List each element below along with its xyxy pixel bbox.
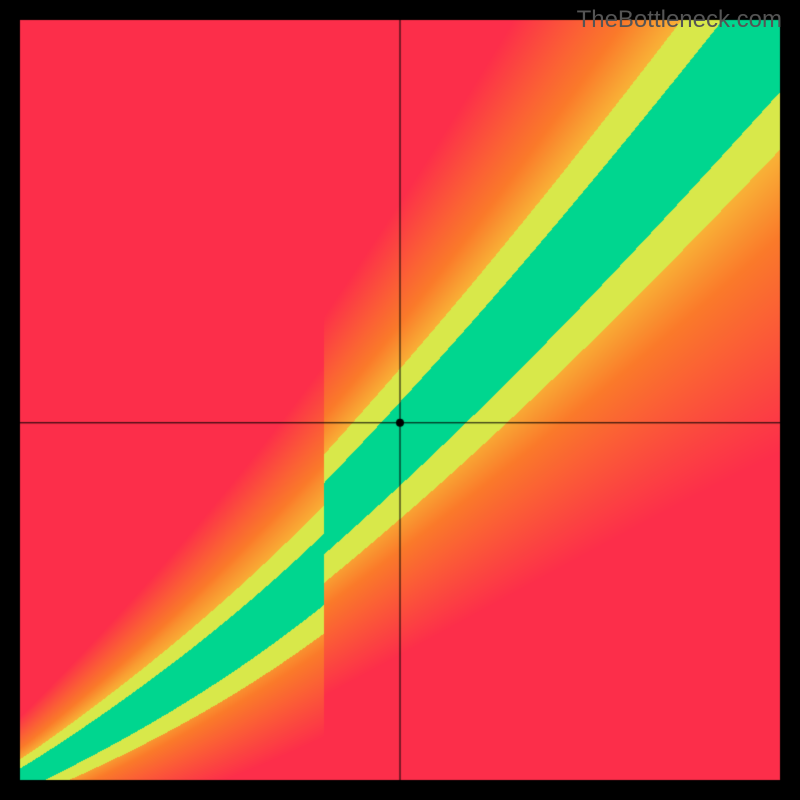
chart-container: TheBottleneck.com (0, 0, 800, 800)
heatmap-canvas (0, 0, 800, 800)
watermark-text: TheBottleneck.com (577, 6, 782, 34)
